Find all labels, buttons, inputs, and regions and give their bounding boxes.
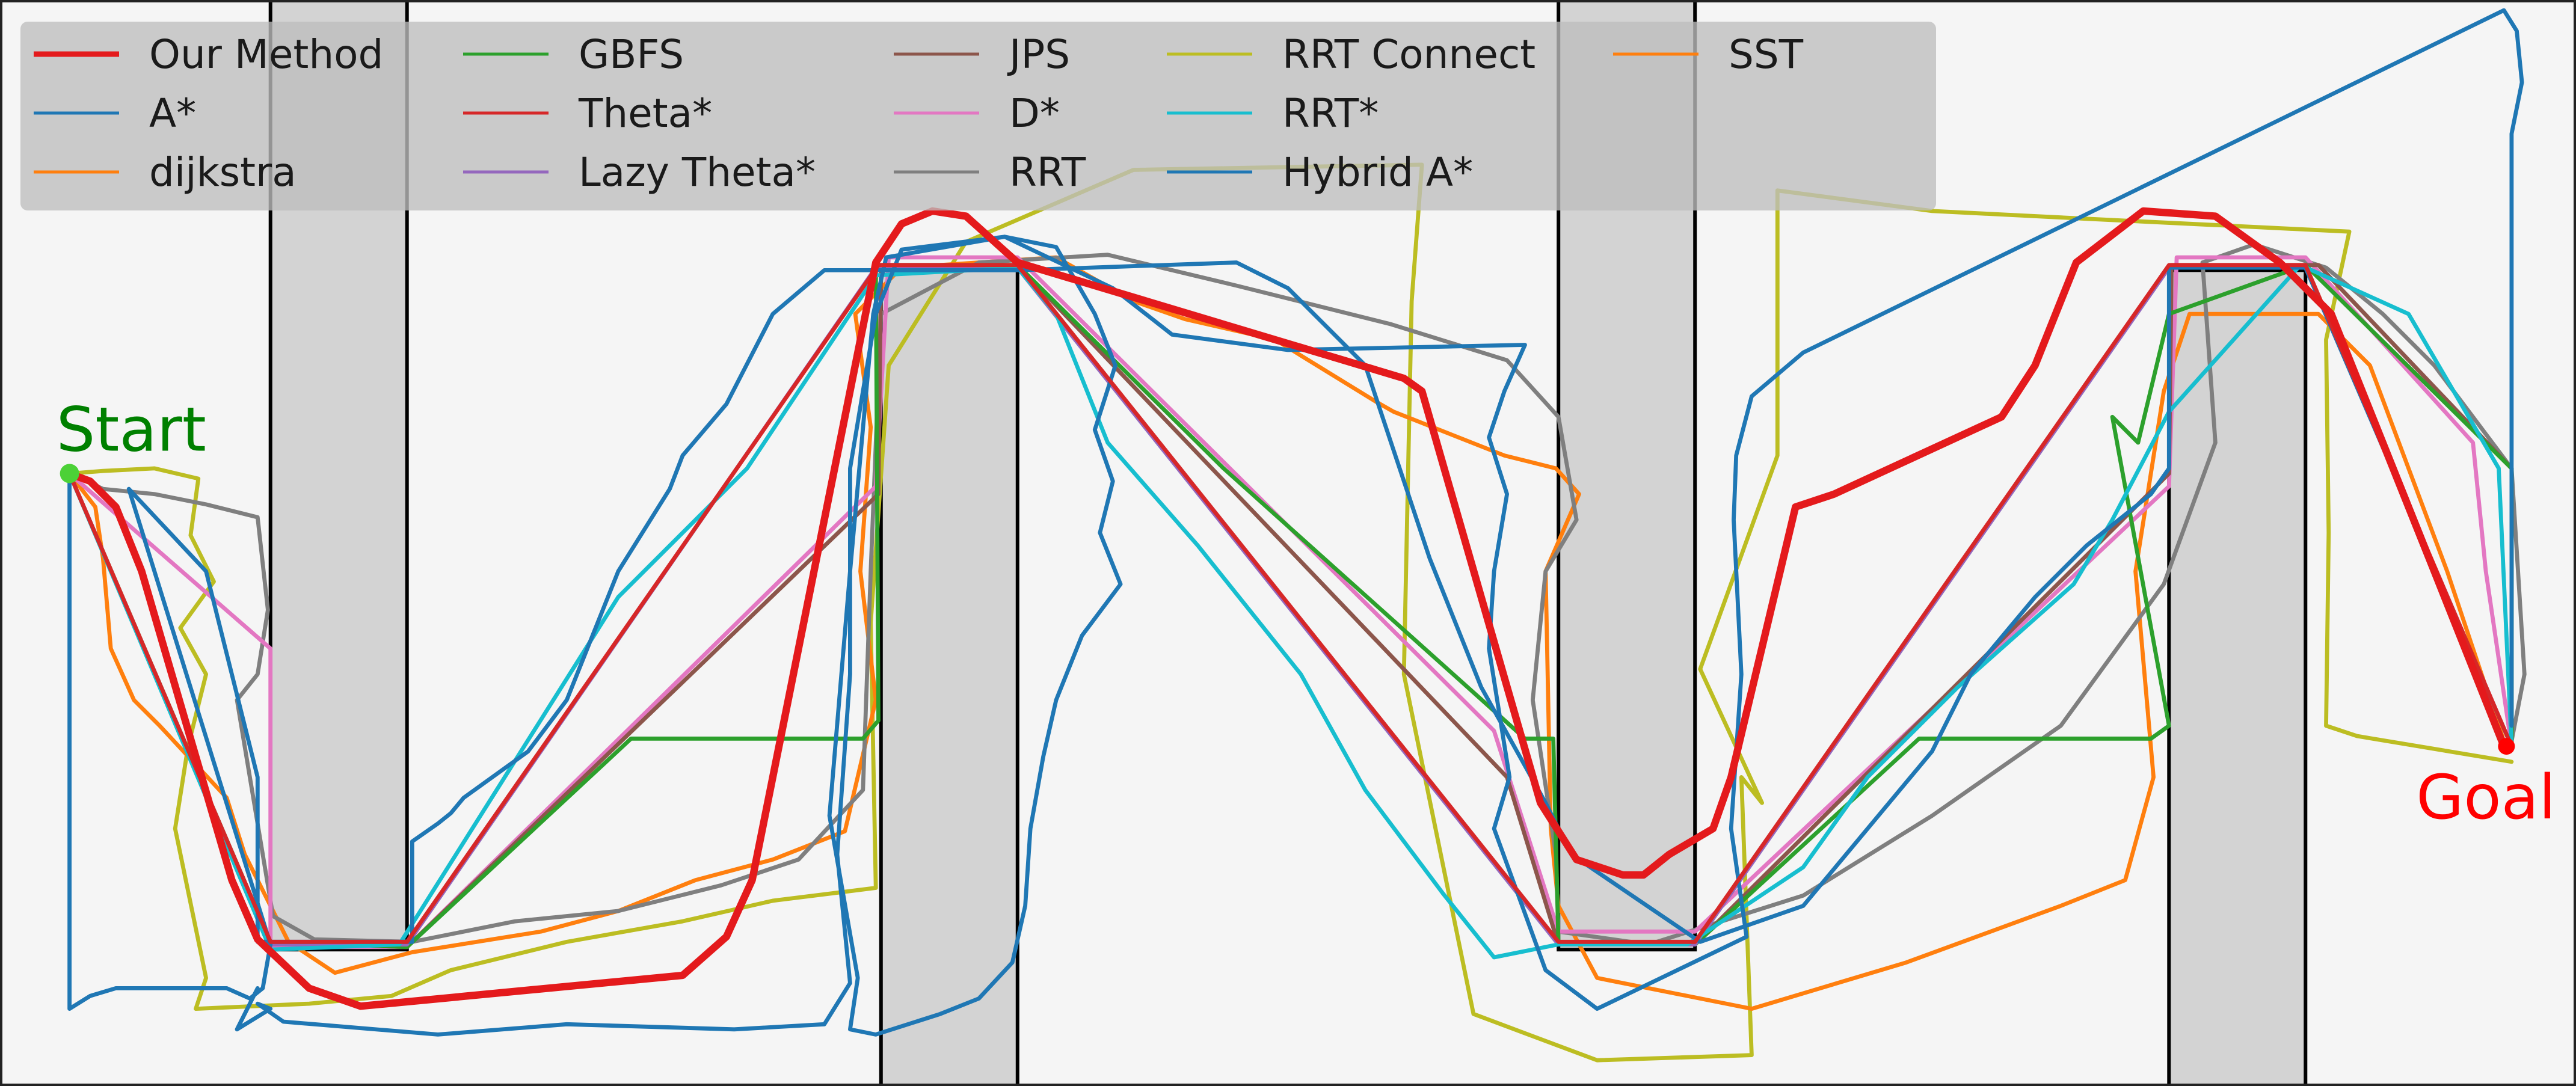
legend-label-hybrid-a: Hybrid A* <box>1282 149 1473 195</box>
legend-label-a: A* <box>149 90 196 137</box>
obstacle-2 <box>879 268 1019 1086</box>
obstacle-4 <box>2167 268 2308 1086</box>
legend-label-dijkstra: dijkstra <box>149 149 297 195</box>
legend-label-gbfs: GBFS <box>579 31 684 78</box>
goal-marker <box>2498 738 2515 755</box>
legend-label-d: D* <box>1009 90 1060 137</box>
path-series <box>66 8 2527 1063</box>
legend-label-our-method: Our Method <box>149 31 383 78</box>
start-label: Start <box>57 394 206 465</box>
legend-label-jps: JPS <box>1007 31 1070 78</box>
start-marker <box>60 464 79 483</box>
legend-label-theta: Theta* <box>578 90 712 137</box>
goal-label: Goal <box>2416 762 2556 833</box>
legend-label-rrt: RRT <box>1009 149 1086 195</box>
series-line-our-method <box>66 207 2508 1010</box>
legend-label-lazy-theta: Lazy Theta* <box>579 149 816 195</box>
series-line-rrt <box>67 263 2514 960</box>
legend: Our Method A* dijkstra GBFS Theta* Lazy Theta… <box>20 22 1936 210</box>
series-line-a <box>67 260 2514 1011</box>
legend-label-sst: SST <box>1729 31 1804 78</box>
series-line-rrt-connect <box>67 162 2514 1063</box>
series-line-theta <box>67 263 2514 944</box>
legend-label-rrt: RRT* <box>1282 90 1379 137</box>
legend-label-rrt-connect: RRT Connect <box>1282 31 1535 78</box>
start-goal-markers: Start Goal <box>57 394 2556 833</box>
series-line-gbfs <box>67 263 2514 949</box>
legend-box <box>20 22 1936 210</box>
